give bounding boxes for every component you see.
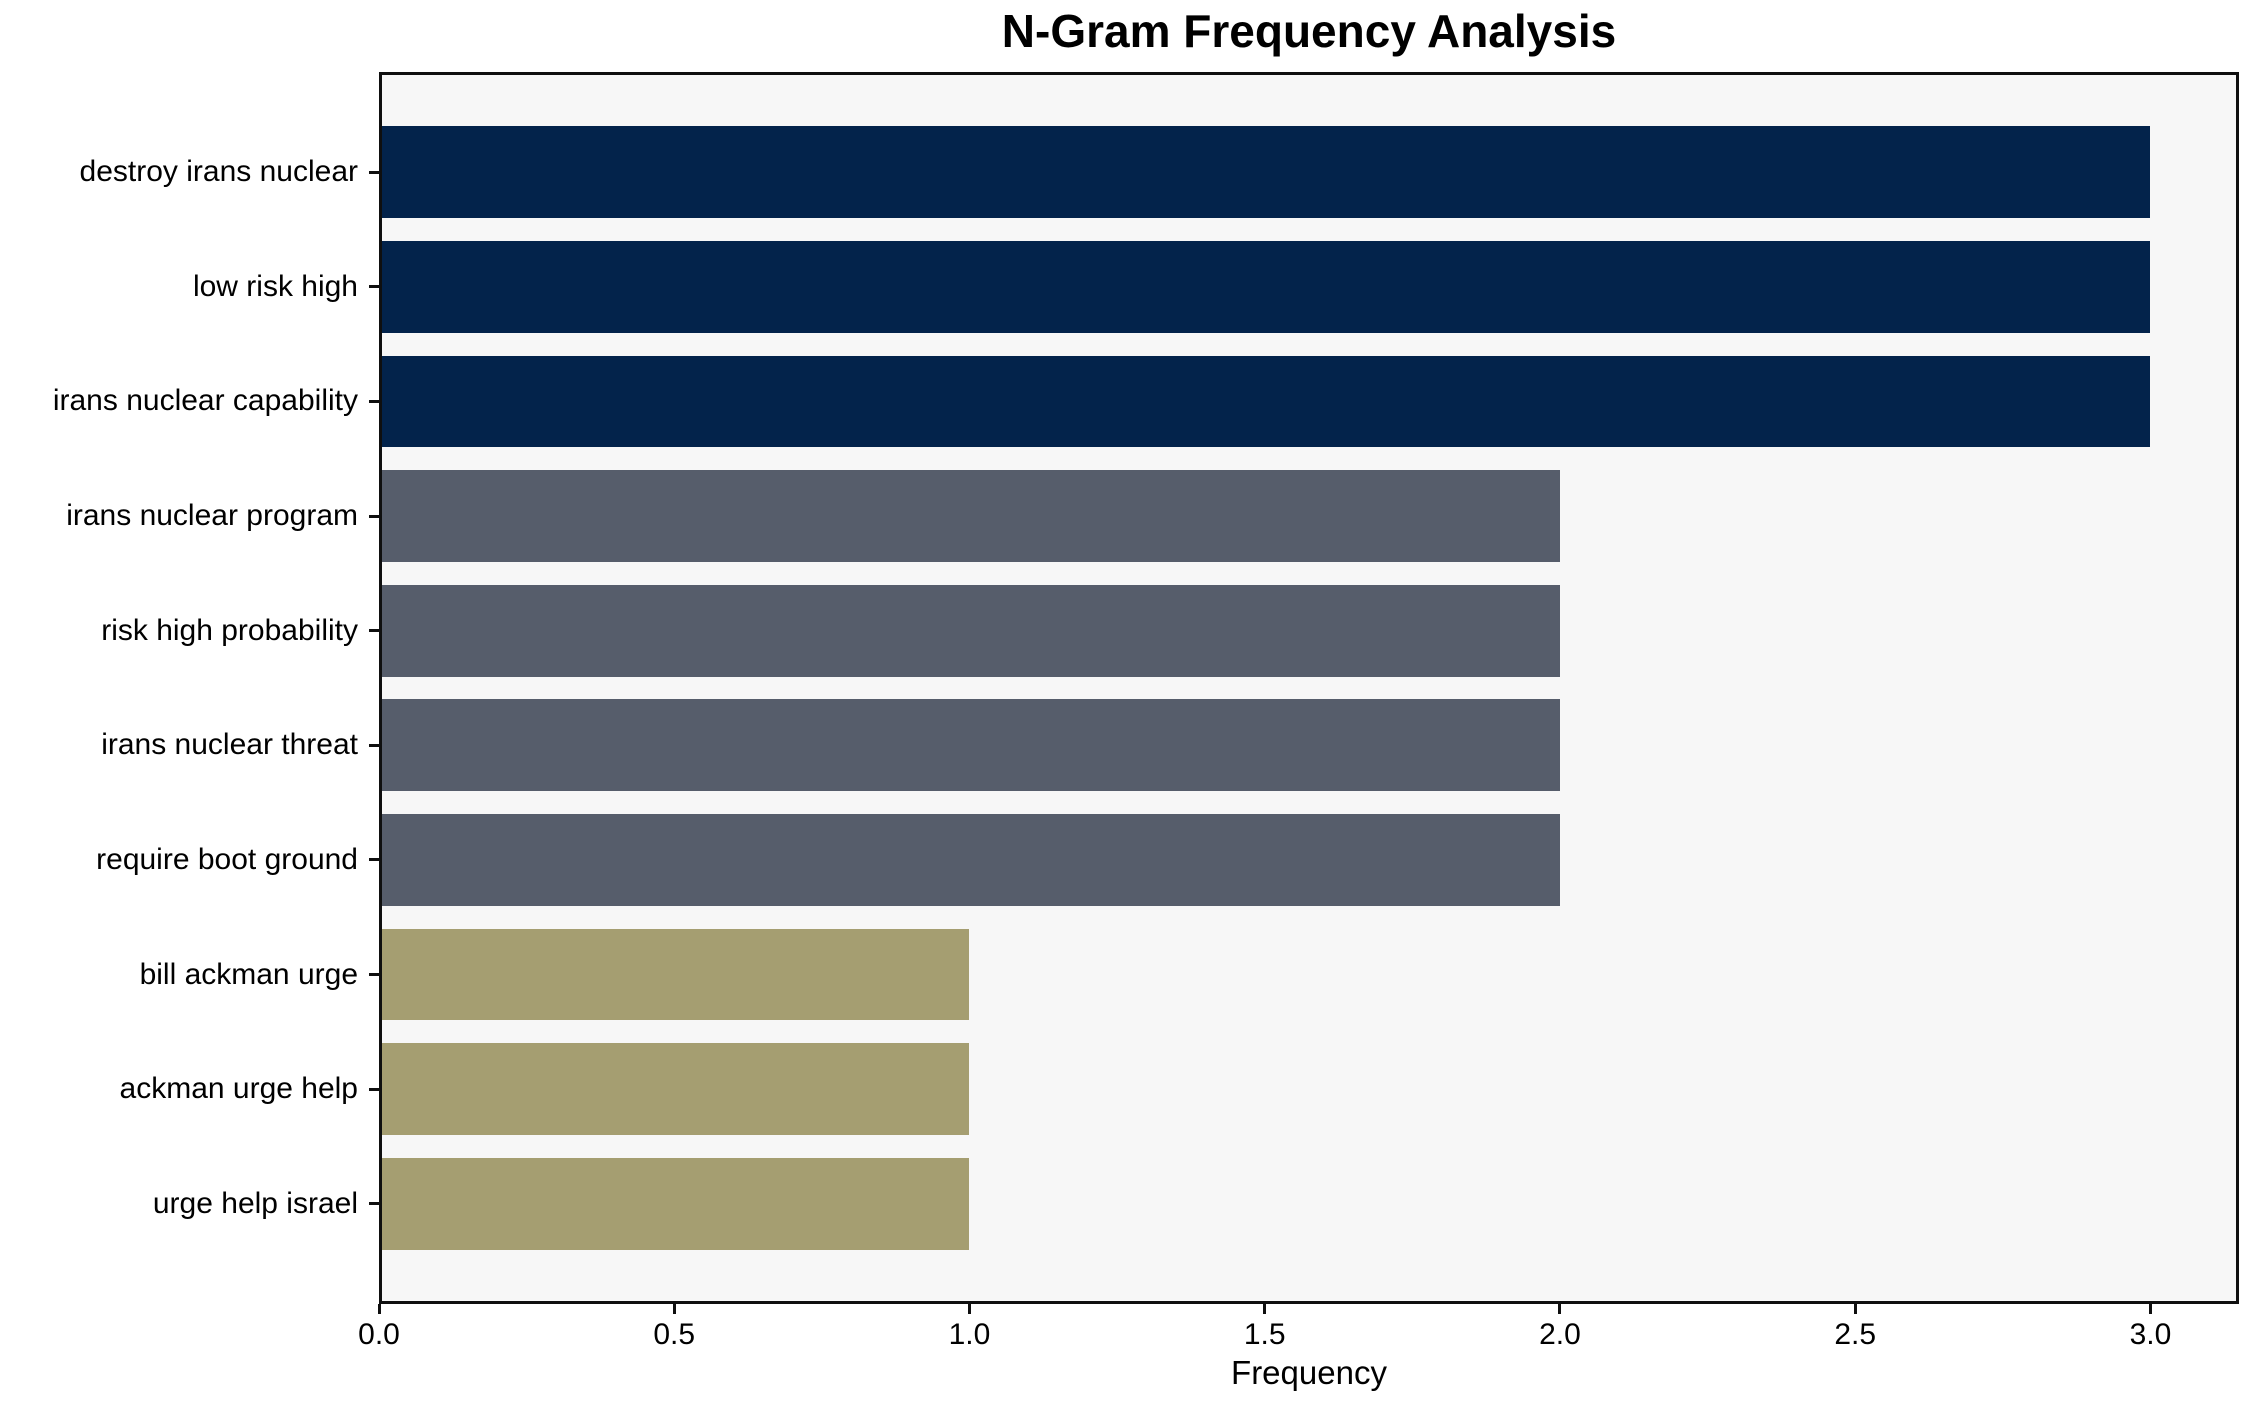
bar [382, 241, 2151, 333]
y-axis-tick-mark [369, 1087, 379, 1091]
bar [382, 699, 1560, 792]
y-axis-tick-mark [369, 629, 379, 633]
x-axis-tick-label: 0.0 [358, 1318, 400, 1351]
y-axis-tick-mark [369, 285, 379, 289]
y-axis-tick-label: risk high probability [101, 613, 358, 647]
x-axis-tick-label: 0.5 [653, 1318, 696, 1351]
x-axis-tick-label: 2.0 [1539, 1318, 1581, 1351]
y-axis-tick-label: irans nuclear program [66, 499, 358, 533]
bar [382, 1043, 970, 1135]
y-axis-tick-mark [369, 858, 379, 862]
y-axis-tick-mark [369, 399, 379, 403]
x-axis-tick-label: 2.5 [1834, 1318, 1877, 1351]
y-axis-tick-mark [369, 1202, 379, 1206]
y-axis-tick-label: irans nuclear threat [101, 728, 358, 762]
bar [382, 928, 970, 1021]
x-axis-tick-mark [672, 1304, 676, 1314]
y-axis-tick-label: urge help israel [152, 1186, 358, 1220]
bar [382, 814, 1560, 906]
y-axis-tick-label: ackman urge help [119, 1072, 358, 1106]
x-axis-tick-mark [1558, 1304, 1562, 1314]
bar [382, 126, 2151, 219]
y-axis-tick-mark [369, 514, 379, 518]
y-axis-tick-label: require boot ground [96, 842, 358, 876]
bar [382, 355, 2151, 448]
x-axis-tick-mark [967, 1304, 971, 1314]
x-axis-tick-mark [2148, 1304, 2152, 1314]
y-axis-tick-mark [369, 170, 379, 174]
y-axis-tick-label: low risk high [192, 269, 358, 303]
y-axis-tick-label: destroy irans nuclear [79, 155, 358, 189]
x-axis-tick-mark [1853, 1304, 1857, 1314]
y-axis-tick-label: irans nuclear capability [52, 384, 358, 418]
x-axis-label: Frequency [1231, 1354, 1387, 1391]
y-axis-tick-mark [369, 743, 379, 747]
bar [382, 1157, 970, 1250]
y-axis-tick-label: bill ackman urge [139, 957, 358, 991]
y-axis-tick-mark [369, 973, 379, 976]
x-axis-tick-mark [377, 1304, 381, 1314]
chart-title: N-Gram Frequency Analysis [1001, 5, 1617, 57]
bar [382, 584, 1560, 677]
x-axis-tick-mark [1263, 1304, 1267, 1314]
x-axis-tick-label: 3.0 [2129, 1318, 2172, 1351]
x-axis-tick-label: 1.5 [1243, 1318, 1286, 1351]
x-axis-tick-label: 1.0 [948, 1318, 991, 1351]
bar [382, 470, 1560, 562]
